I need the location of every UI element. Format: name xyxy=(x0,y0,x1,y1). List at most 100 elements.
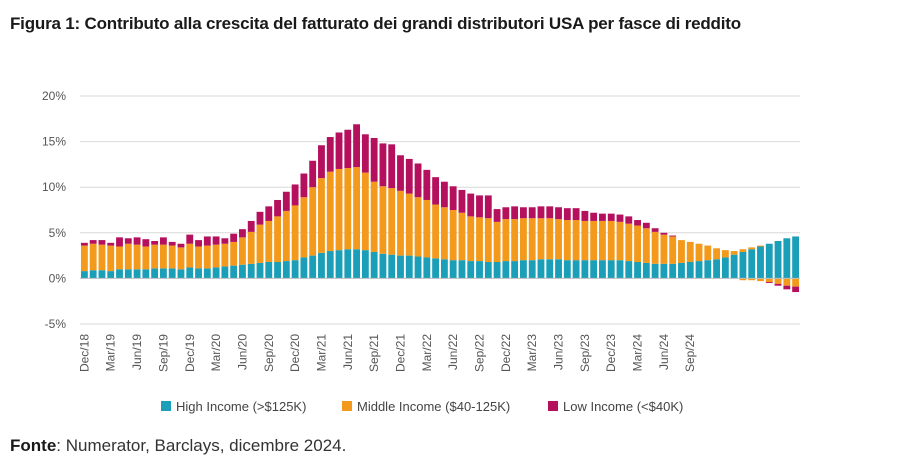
x-tick-label: Mar/24 xyxy=(631,334,645,372)
bar-middle-income xyxy=(282,210,290,262)
bar-low-income xyxy=(388,144,396,189)
bar-high-income xyxy=(581,260,589,279)
bar-low-income xyxy=(133,237,141,245)
bar-middle-income xyxy=(318,178,325,253)
bar-high-income xyxy=(783,238,791,279)
bar-high-income xyxy=(625,261,633,279)
bar-middle-income xyxy=(581,220,589,261)
bar-high-income xyxy=(686,261,694,279)
bar-low-income xyxy=(405,158,413,194)
bar-high-income xyxy=(730,254,738,279)
bar-high-income xyxy=(388,254,396,279)
bar-middle-income-negative xyxy=(757,278,764,282)
source-label: Fonte xyxy=(10,436,57,455)
bar-middle-income xyxy=(555,219,562,260)
bar-low-income xyxy=(274,199,281,217)
bar-high-income xyxy=(353,249,361,279)
bar-high-income xyxy=(651,263,659,279)
bar-middle-income xyxy=(168,245,176,269)
bar-high-income xyxy=(616,260,624,279)
bar-low-income xyxy=(379,143,387,187)
bar-middle-income xyxy=(669,236,677,264)
legend-swatch-high xyxy=(161,401,171,411)
bar-middle-income xyxy=(458,212,466,261)
bar-middle-income xyxy=(151,244,159,269)
bar-low-income xyxy=(98,240,106,245)
bar-middle-income xyxy=(625,223,633,262)
bar-low-income xyxy=(519,207,527,219)
bar-high-income xyxy=(695,261,703,279)
bar-high-income xyxy=(563,260,571,279)
bar-low-income xyxy=(397,155,404,191)
bar-low-income xyxy=(511,206,519,220)
bar-high-income xyxy=(177,269,185,279)
bar-middle-income xyxy=(186,243,194,268)
bar-middle-income xyxy=(370,181,378,252)
bar-low-income-negative xyxy=(792,286,800,293)
bar-middle-income xyxy=(721,250,729,258)
bar-low-income xyxy=(423,169,431,200)
bar-high-income xyxy=(89,270,97,279)
bar-high-income xyxy=(765,243,773,279)
bar-high-income xyxy=(344,249,352,279)
bar-low-income xyxy=(168,241,176,246)
bar-high-income xyxy=(116,269,123,279)
bar-middle-income xyxy=(642,228,650,263)
source-note: Fonte: Numerator, Barclays, dicembre 202… xyxy=(10,436,346,456)
y-tick-label: -5% xyxy=(45,317,67,331)
bar-high-income xyxy=(291,260,299,279)
bar-high-income xyxy=(326,251,334,279)
bar-high-income xyxy=(599,260,606,279)
bar-middle-income xyxy=(142,246,150,270)
bar-low-income xyxy=(555,207,562,220)
bar-middle-income xyxy=(203,245,211,269)
bar-low-income xyxy=(300,173,308,198)
bar-middle-income xyxy=(195,246,202,269)
bar-high-income xyxy=(256,262,264,279)
bar-high-income xyxy=(739,251,747,279)
legend-swatch-middle xyxy=(342,401,352,411)
bar-middle-income xyxy=(590,220,598,261)
bar-middle-income xyxy=(405,193,413,256)
bar-high-income xyxy=(397,255,404,279)
bar-middle-income xyxy=(256,224,264,263)
bar-low-income xyxy=(318,145,325,179)
bar-high-income xyxy=(370,251,378,279)
x-tick-label: Jun/21 xyxy=(341,334,355,370)
bar-low-income xyxy=(309,160,317,188)
bar-middle-income xyxy=(432,204,440,259)
bar-middle-income xyxy=(563,220,571,261)
bar-low-income xyxy=(476,195,483,218)
bar-high-income xyxy=(440,259,448,279)
bar-high-income xyxy=(555,259,562,279)
x-tick-label: Sep/20 xyxy=(262,334,276,372)
bar-middle-income xyxy=(511,219,519,262)
bar-high-income xyxy=(660,263,668,279)
bar-low-income xyxy=(230,233,238,242)
y-tick-label: 5% xyxy=(49,226,67,240)
bar-high-income xyxy=(607,260,615,279)
bar-middle-income-negative xyxy=(783,278,791,286)
bar-high-income xyxy=(449,260,457,279)
bar-high-income xyxy=(493,261,501,279)
bar-middle-income xyxy=(230,241,238,266)
bar-middle-income xyxy=(713,248,721,260)
bar-middle-income xyxy=(519,218,527,261)
bar-low-income xyxy=(440,181,448,208)
x-tick-label: Dec/23 xyxy=(604,334,618,372)
bar-high-income xyxy=(704,260,712,279)
bar-low-income xyxy=(563,208,571,221)
bar-high-income xyxy=(721,257,729,279)
x-tick-label: Mar/21 xyxy=(314,334,328,372)
bar-high-income xyxy=(458,260,466,279)
x-tick-label: Dec/19 xyxy=(183,334,197,372)
x-tick-label: Dec/18 xyxy=(77,334,91,372)
bar-middle-income xyxy=(660,234,668,264)
bar-low-income xyxy=(669,235,677,237)
bar-middle-income xyxy=(124,243,132,270)
bar-low-income xyxy=(599,213,606,221)
bar-middle-income xyxy=(423,199,431,258)
bar-middle-income xyxy=(212,244,220,268)
y-tick-label: 10% xyxy=(42,180,66,194)
y-tick-label: 20% xyxy=(42,89,66,103)
